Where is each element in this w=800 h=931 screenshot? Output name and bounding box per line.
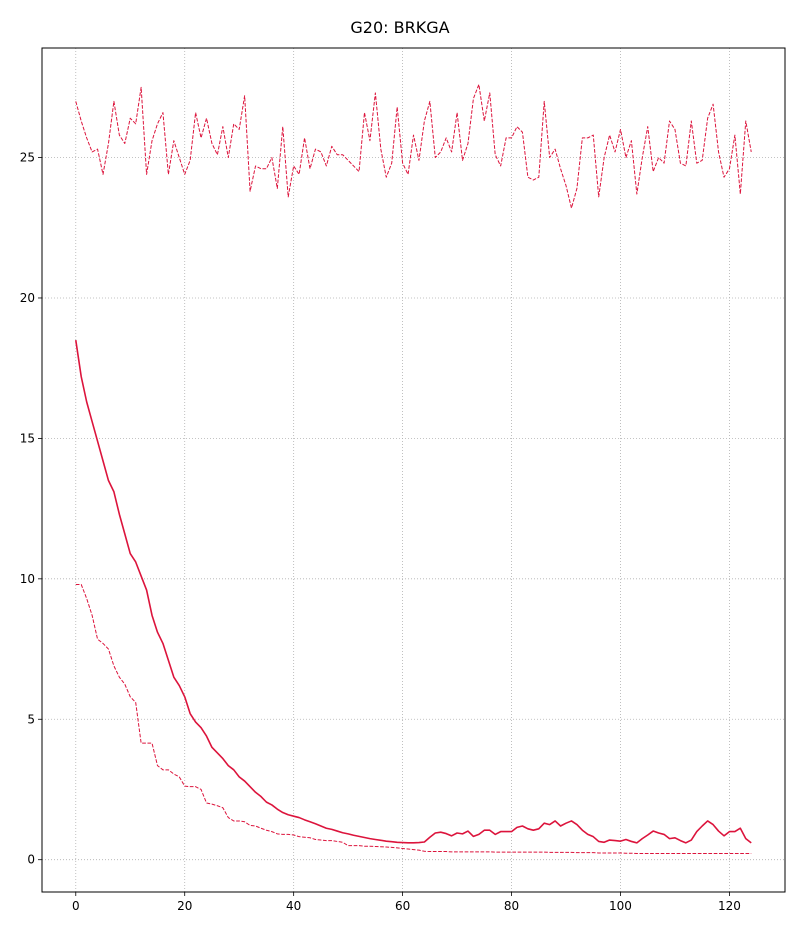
y-tick-label: 0	[27, 853, 35, 867]
series-0-line	[75, 84, 752, 209]
plot-frame	[41, 47, 786, 893]
x-tick-label: 0	[72, 899, 80, 913]
series-1-line	[74, 339, 752, 844]
x-tick-label: 60	[395, 899, 410, 913]
series-2-line	[75, 583, 752, 855]
x-tick-label: 120	[718, 899, 741, 913]
y-tick-label: 25	[20, 151, 35, 165]
x-tick-label: 80	[504, 899, 519, 913]
x-tick-label: 20	[177, 899, 192, 913]
chart-title: G20: BRKGA	[350, 18, 449, 37]
y-tick-label: 20	[20, 291, 35, 305]
y-tick-label: 10	[20, 572, 35, 586]
y-tick-label: 5	[27, 712, 35, 726]
x-tick-label: 40	[286, 899, 301, 913]
axes: 0 20 40 60 80 100 120 0 5 10 15 20 25	[20, 47, 786, 913]
y-tick-label: 15	[20, 431, 35, 445]
x-tick-label: 100	[609, 899, 632, 913]
series-layer	[74, 84, 752, 855]
grid	[42, 48, 785, 892]
